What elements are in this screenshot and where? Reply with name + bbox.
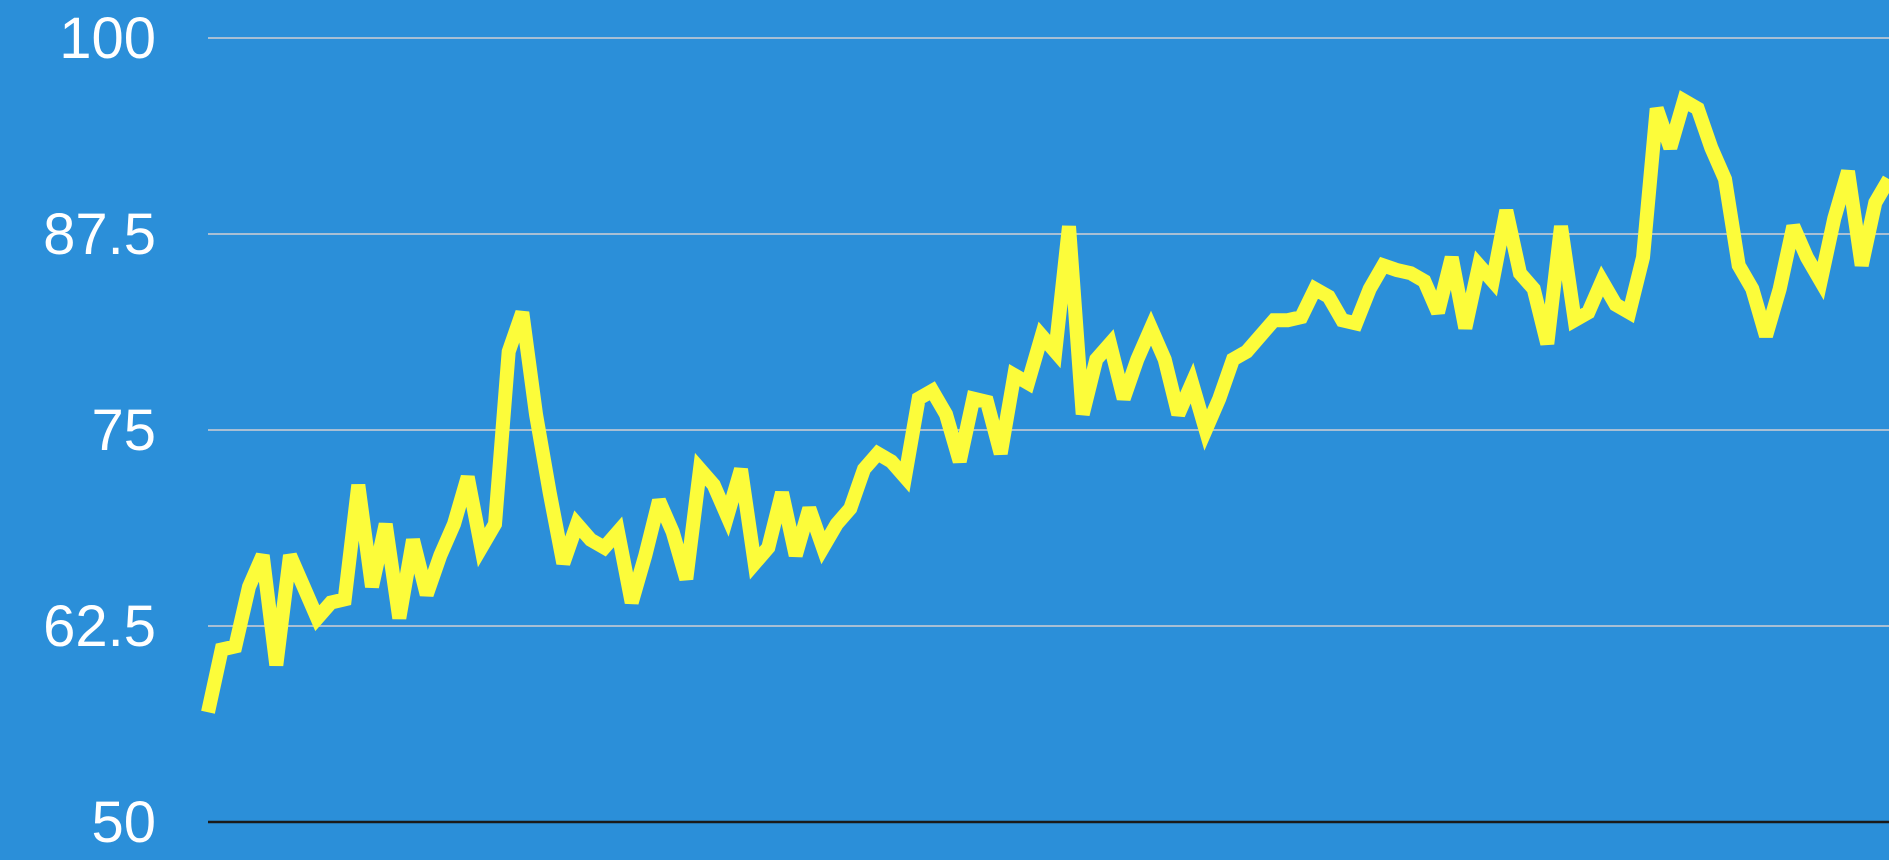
grid-lines <box>208 37 1889 824</box>
y-tick-label: 75 <box>91 398 156 463</box>
y-tick-label: 62.5 <box>43 594 156 659</box>
series-line-0 <box>201 90 1889 714</box>
y-tick-label: 100 <box>59 6 156 71</box>
y-tick-label: 87.5 <box>43 202 156 267</box>
y-tick-label: 50 <box>91 790 156 855</box>
y-axis-ticks: 50 62.5 75 87.5 100 <box>43 6 156 855</box>
series-layer <box>201 90 1889 714</box>
